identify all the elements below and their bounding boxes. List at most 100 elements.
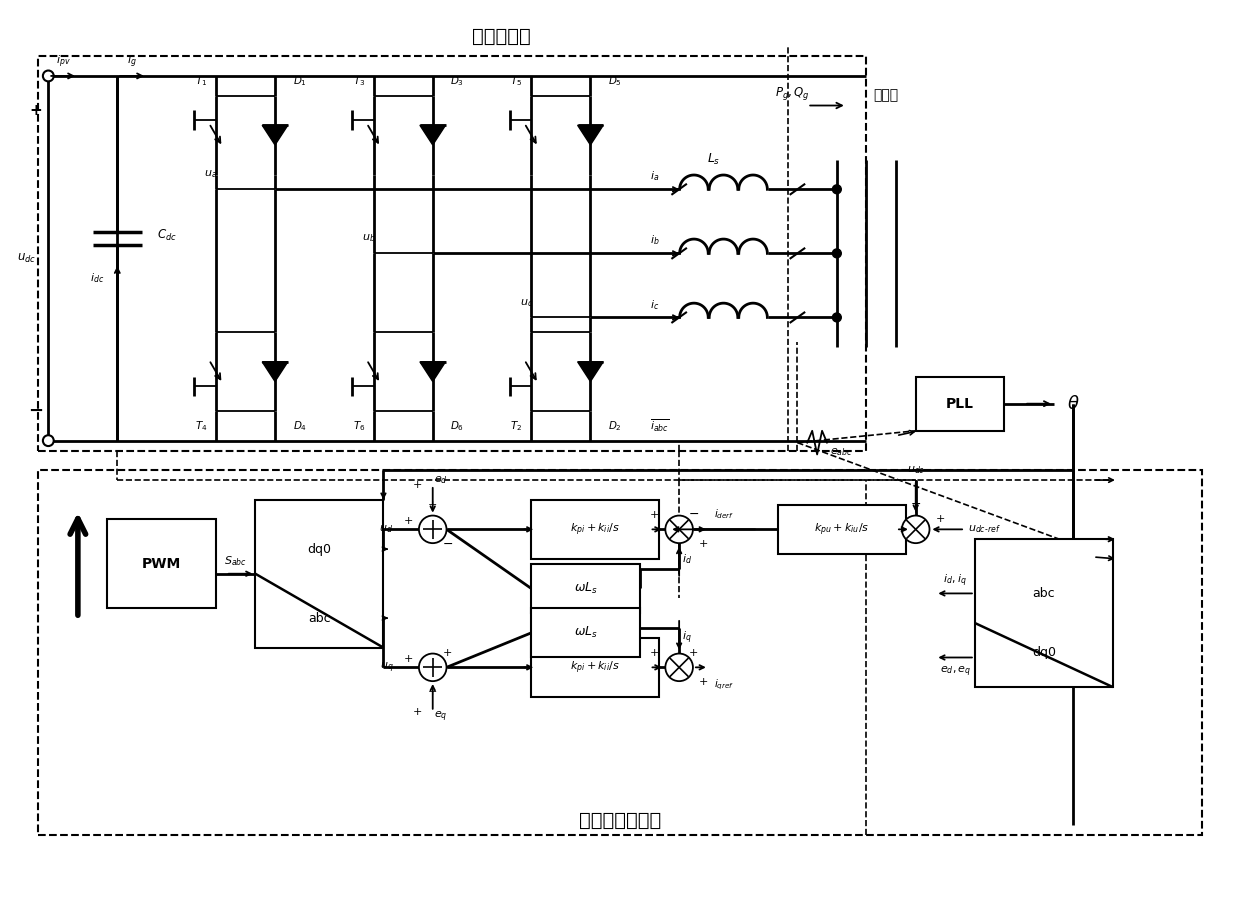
Text: dq0: dq0 xyxy=(1032,646,1055,659)
Circle shape xyxy=(832,249,841,258)
Text: $i_{derf}$: $i_{derf}$ xyxy=(714,507,734,522)
Text: $i_{pv}$: $i_{pv}$ xyxy=(56,54,71,70)
Text: 光伏逆变器: 光伏逆变器 xyxy=(472,27,531,46)
Text: $e_d$: $e_d$ xyxy=(434,474,448,486)
Circle shape xyxy=(419,653,446,681)
Text: +: + xyxy=(699,539,708,549)
Text: $T_2$: $T_2$ xyxy=(511,419,522,432)
Circle shape xyxy=(43,70,53,81)
Bar xyxy=(777,505,906,554)
Polygon shape xyxy=(420,125,445,145)
Text: $i_{g}$: $i_{g}$ xyxy=(128,54,136,70)
Polygon shape xyxy=(262,362,288,381)
Text: $C_{dc}$: $C_{dc}$ xyxy=(156,228,176,243)
Circle shape xyxy=(419,515,446,543)
Text: −: − xyxy=(29,402,43,420)
Text: $L_s$: $L_s$ xyxy=(707,152,720,168)
Text: +: + xyxy=(413,706,423,716)
Bar xyxy=(38,56,867,450)
Text: +: + xyxy=(428,500,438,510)
Text: 并网点: 并网点 xyxy=(873,88,899,103)
Text: $u_c$: $u_c$ xyxy=(520,296,533,308)
Text: $i_b$: $i_b$ xyxy=(650,233,660,248)
Text: $i_d$: $i_d$ xyxy=(682,552,692,566)
Text: $P_g,Q_g$: $P_g,Q_g$ xyxy=(775,86,810,102)
Text: +: + xyxy=(650,510,660,520)
Text: $D_5$: $D_5$ xyxy=(608,74,622,87)
Text: −: − xyxy=(443,538,453,551)
Text: $e_q$: $e_q$ xyxy=(434,709,448,724)
Text: +: + xyxy=(413,480,423,490)
Text: $i_q$: $i_q$ xyxy=(682,630,692,646)
Text: $S_{abc}$: $S_{abc}$ xyxy=(224,554,247,568)
Text: abc: abc xyxy=(308,612,331,624)
Bar xyxy=(915,377,1004,431)
Text: $u_{dc\text{-}ref}$: $u_{dc\text{-}ref}$ xyxy=(968,523,1001,535)
Bar xyxy=(531,500,660,559)
Bar xyxy=(531,564,640,614)
Text: +: + xyxy=(29,103,42,118)
Text: $u_b$: $u_b$ xyxy=(362,232,376,244)
Bar xyxy=(531,638,660,696)
Circle shape xyxy=(43,435,53,446)
Text: dq0: dq0 xyxy=(308,542,331,556)
Text: $u_d$: $u_d$ xyxy=(379,523,393,535)
Bar xyxy=(975,539,1112,687)
Text: $i_{dc}$: $i_{dc}$ xyxy=(91,271,104,285)
Text: $k_{pu}+k_{iu}/s$: $k_{pu}+k_{iu}/s$ xyxy=(815,521,869,538)
Text: +: + xyxy=(443,648,453,658)
Text: $k_{pi}+k_{ii}/s$: $k_{pi}+k_{ii}/s$ xyxy=(570,660,620,676)
Text: PLL: PLL xyxy=(946,396,975,411)
Text: +: + xyxy=(403,654,413,664)
Circle shape xyxy=(832,185,841,194)
Text: 光伏逆变控制器: 光伏逆变控制器 xyxy=(579,811,661,830)
Bar xyxy=(108,520,216,608)
Text: $\overline{i_{abc}}$: $\overline{i_{abc}}$ xyxy=(650,418,670,434)
Text: $i_{qref}$: $i_{qref}$ xyxy=(714,678,734,692)
Text: $u_{dc}$: $u_{dc}$ xyxy=(17,251,36,265)
Polygon shape xyxy=(578,362,603,381)
Bar xyxy=(531,608,640,658)
Text: $i_a$: $i_a$ xyxy=(650,169,660,184)
Text: $u_a$: $u_a$ xyxy=(205,168,217,180)
Text: $e_{abc}$: $e_{abc}$ xyxy=(831,447,853,459)
Circle shape xyxy=(901,515,930,543)
Text: $u_{dc}$: $u_{dc}$ xyxy=(906,464,925,476)
Text: PWM: PWM xyxy=(143,557,181,571)
Text: $D_1$: $D_1$ xyxy=(293,74,306,87)
Text: $k_{pi}+k_{ii}/s$: $k_{pi}+k_{ii}/s$ xyxy=(570,521,620,538)
Polygon shape xyxy=(420,362,445,381)
Text: +: + xyxy=(699,678,708,687)
Text: $T_4$: $T_4$ xyxy=(195,419,207,432)
Text: $T_5$: $T_5$ xyxy=(511,74,522,87)
Circle shape xyxy=(666,653,693,681)
Polygon shape xyxy=(262,125,288,145)
Text: −: − xyxy=(910,498,921,511)
Text: $D_4$: $D_4$ xyxy=(293,419,306,432)
Text: +: + xyxy=(936,514,945,524)
Bar xyxy=(255,500,383,648)
Text: +: + xyxy=(428,687,438,697)
Polygon shape xyxy=(578,125,603,145)
Text: $\omega L_s$: $\omega L_s$ xyxy=(574,581,598,596)
Text: $T_1$: $T_1$ xyxy=(195,74,207,87)
Circle shape xyxy=(832,313,841,322)
Circle shape xyxy=(666,515,693,543)
Text: abc: abc xyxy=(1033,587,1055,600)
Text: +: + xyxy=(403,516,413,526)
Bar xyxy=(38,470,1202,835)
Text: $D_3$: $D_3$ xyxy=(450,74,465,87)
Text: −: − xyxy=(688,508,699,521)
Text: $i_d,i_q$: $i_d,i_q$ xyxy=(944,572,967,589)
Text: $D_2$: $D_2$ xyxy=(608,419,622,432)
Text: $D_6$: $D_6$ xyxy=(450,419,465,432)
Text: $u_q$: $u_q$ xyxy=(379,660,393,675)
Text: $\theta$: $\theta$ xyxy=(1068,395,1080,413)
Text: $\omega L_s$: $\omega L_s$ xyxy=(574,625,598,641)
Text: $i_c$: $i_c$ xyxy=(650,297,660,312)
Text: $T_6$: $T_6$ xyxy=(352,419,365,432)
Text: $e_d,e_q$: $e_d,e_q$ xyxy=(940,665,971,679)
Text: +: + xyxy=(689,648,698,658)
Text: $T_3$: $T_3$ xyxy=(352,74,365,87)
Text: +: + xyxy=(650,648,660,658)
